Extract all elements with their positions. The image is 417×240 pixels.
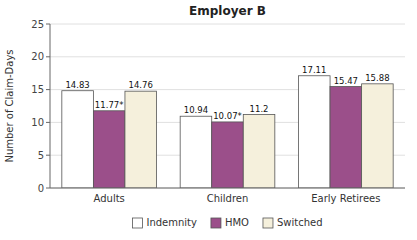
y-tick [46,24,50,25]
data-labels: 14.83 10.94 17.11 11.77* 10.07* 15.47 14.76 11.… [65,65,389,121]
legend-swatch [132,218,142,228]
y-tick [46,188,50,189]
legend-swatch [211,218,221,228]
bar [180,116,212,188]
data-label: 10.07* [213,111,242,121]
x-tick-label: Adults [94,193,125,204]
data-label: 10.94 [184,105,208,115]
y-axis-label: Number of Claim-Days [4,49,15,162]
y-tick [46,56,50,57]
y-tick-label: 25 [31,19,44,30]
data-label: 15.88 [365,73,389,83]
legend-label: Switched [277,217,323,228]
data-label: 15.47 [334,76,358,86]
bar [62,91,94,188]
y-tick [46,155,50,156]
grid-line [50,56,405,57]
background [0,0,417,240]
grid-line [50,24,405,25]
bar [362,84,394,188]
chart: Employer B Number of Claim-Days 0 5 10 15 20 25… [0,0,417,240]
y-tick-label: 20 [31,51,44,62]
x-axis-line [50,188,405,189]
data-label: 11.77* [95,100,124,110]
bar [93,111,125,188]
bar [330,87,362,188]
x-tick-label: Early Retirees [311,193,380,204]
data-label: 14.76 [129,80,153,90]
legend-label: Indemnity [146,217,197,228]
y-tick [46,122,50,123]
bar [125,91,157,188]
grid-line [50,188,405,189]
bars [62,76,393,188]
title: Employer B [189,4,266,18]
y-tick-label: 5 [38,150,44,161]
legend-swatch [263,218,273,228]
bar [212,122,244,188]
legend-label: HMO [225,217,249,228]
bar [299,76,331,188]
y-tick-label: 10 [31,117,44,128]
data-label: 14.83 [65,80,89,90]
data-label: 17.11 [302,65,326,75]
y-tick-label: 0 [38,183,44,194]
y-tick [46,89,50,90]
legend: Indemnity HMO Switched [132,217,322,228]
y-axis-line [50,24,51,188]
data-label: 11.2 [250,104,269,114]
y-tick-label: 15 [31,84,44,95]
bar [243,115,275,188]
x-tick-label: Children [207,193,249,204]
